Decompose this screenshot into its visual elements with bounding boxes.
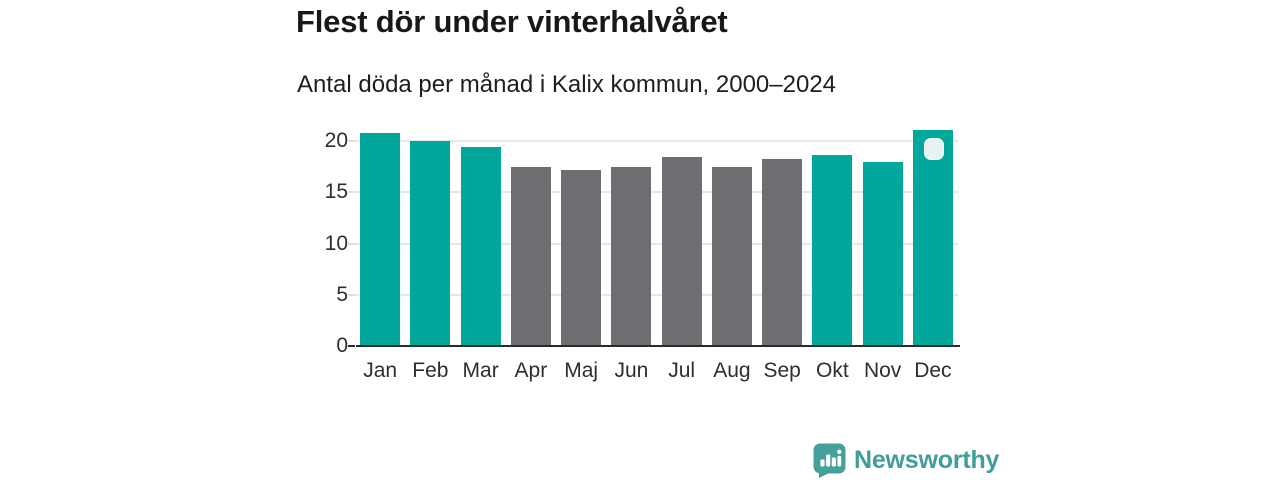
x-axis-tick-label: Mar (462, 359, 499, 382)
bar-okt (812, 155, 853, 346)
ytick-mark-5 (348, 293, 355, 296)
newsworthy-logo-icon (812, 442, 847, 479)
bar-nov (862, 161, 903, 346)
bar-jun (611, 166, 652, 346)
x-axis-line (356, 345, 960, 347)
bar-mar (460, 147, 501, 346)
ytick-mark-15 (348, 191, 355, 194)
newsworthy-brand-link[interactable]: Newsworthy (812, 442, 999, 479)
y-axis-tick-label: 20 (324, 129, 348, 152)
x-axis-tick-label: Apr (514, 359, 548, 382)
bar-apr (510, 166, 551, 346)
bar-dec (912, 129, 953, 346)
x-axis-tick-label: Okt (816, 359, 849, 382)
x-axis-tick-label: Dec (914, 359, 952, 382)
x-axis-tick-label: Nov (863, 359, 902, 382)
bar-sep (762, 159, 803, 346)
y-axis-tick-label: 10 (324, 231, 348, 255)
newsworthy-brand-text: Newsworthy (854, 446, 1000, 474)
gridline-20 (355, 140, 958, 142)
bar-feb (410, 141, 451, 346)
x-axis-tick-label: Aug (713, 359, 751, 382)
chart-title: Flest dör under vinterhalvåret (296, 4, 728, 39)
chart-subtitle: Antal döda per månad i Kalix kommun, 200… (297, 71, 837, 98)
x-axis-tick-label: Jul (668, 359, 696, 382)
y-axis-tick-label: 0 (336, 334, 348, 357)
x-axis-tick-label: Maj (564, 359, 599, 382)
x-axis-tick-label: Feb (412, 359, 449, 382)
gridline-15 (355, 191, 958, 194)
gridline-5 (355, 293, 958, 296)
bar-aug (711, 166, 752, 346)
bar-jul (661, 157, 702, 346)
x-axis-tick-label: Jan (363, 359, 398, 382)
bar-maj (561, 169, 602, 346)
ytick-mark-20 (348, 140, 355, 142)
annotation-badge (923, 137, 944, 160)
gridline-10 (355, 242, 958, 245)
x-axis-tick-label: Sep (763, 359, 801, 382)
y-axis-tick-label: 5 (336, 282, 348, 306)
x-axis-tick-label: Jun (614, 359, 649, 382)
ytick-mark-0 (348, 345, 355, 347)
y-axis-tick-label: 15 (324, 180, 348, 204)
bar-jan (360, 132, 401, 346)
ytick-mark-10 (348, 242, 355, 245)
